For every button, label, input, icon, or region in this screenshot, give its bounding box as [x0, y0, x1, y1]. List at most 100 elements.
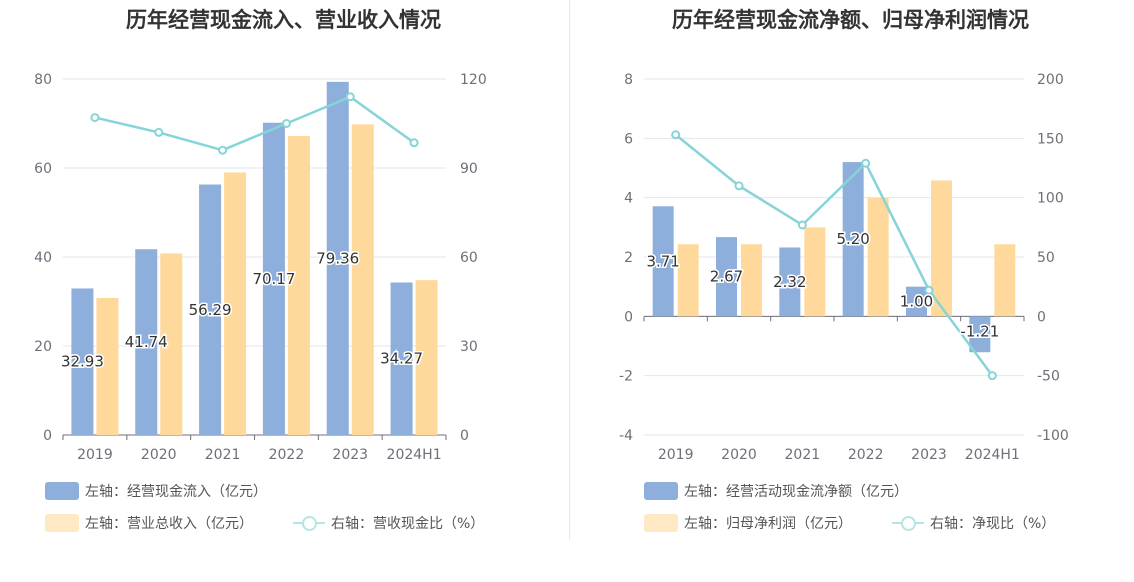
x-tick-label: 2019	[658, 447, 694, 463]
line-point	[734, 181, 744, 191]
chart-inflow-svg: 0 20 40 60 80 0 30 60 90 120 2019 2020 2021 2022 2023 2…	[34, 72, 487, 463]
bar-series-2	[994, 244, 1016, 317]
y-tick-left: -2	[619, 369, 633, 385]
bar-series-1	[842, 162, 864, 317]
y-tick-left: 4	[624, 191, 633, 207]
y-tick-left: 2	[624, 250, 633, 266]
y-tick-right: 0	[460, 428, 469, 444]
data-label: 32.93	[61, 353, 104, 371]
bar-series-2	[160, 253, 183, 435]
x-tick-label: 2024H1	[965, 447, 1020, 463]
legend-item-netflow[interactable]: 左轴：经营活动现金流净额（亿元）	[644, 481, 908, 501]
y-tick-right: -100	[1037, 428, 1069, 444]
bar-series-2	[96, 297, 119, 435]
data-label: 2.32	[773, 273, 806, 291]
data-label: 79.36	[316, 249, 359, 267]
bar-series-1	[262, 122, 285, 435]
data-label: 1.00	[900, 293, 933, 311]
bar-series-1	[652, 206, 674, 317]
x-tick-label: 2021	[205, 447, 241, 463]
y-tick-right: 100	[1037, 191, 1064, 207]
y-tick-right: 30	[460, 339, 478, 355]
line-point	[924, 285, 934, 295]
x-tick-label: 2021	[785, 447, 821, 463]
chart-title: 历年经营现金流入、营业收入情况	[126, 8, 441, 32]
legend-label: 右轴：净现比（%）	[930, 516, 1056, 532]
y-tick-right: 200	[1037, 72, 1064, 88]
data-label: 70.17	[252, 270, 295, 288]
y-tick-left: 0	[43, 428, 52, 444]
legend-item-netratio[interactable]: 右轴：净现比（%）	[892, 513, 1055, 533]
bar-series-1	[779, 247, 801, 317]
legend-swatch-orange	[45, 514, 79, 532]
legend-line-icon	[892, 514, 924, 532]
legend-label: 左轴：营业总收入（亿元）	[85, 516, 253, 532]
x-tick-label: 2024H1	[387, 447, 442, 463]
chart-panel-inflow: 历年经营现金流入、营业收入情况 0 20 40 60 80 0 30 60 90 120 2019 2…	[34, 8, 487, 533]
legend-item-revenue[interactable]: 左轴：营业总收入（亿元）	[45, 513, 253, 533]
line-point	[345, 92, 355, 102]
y-tick-right: 150	[1037, 131, 1064, 147]
bar-series-2	[867, 197, 889, 317]
line-series	[94, 95, 415, 152]
legend-label: 左轴：经营活动现金流净额（亿元）	[684, 484, 908, 500]
bar-series-1	[71, 288, 94, 435]
line-point	[90, 113, 100, 123]
legend-item-ratio[interactable]: 右轴：营收现金比（%）	[293, 513, 484, 533]
y-tick-right: -50	[1037, 369, 1060, 385]
chart-panel-netflow: 历年经营现金流净额、归母净利润情况 -4 -2 0 2 4 6 8 -100 -50 0 50 100…	[567, 0, 1134, 582]
legend-item-profit[interactable]: 左轴：归母净利润（亿元）	[644, 513, 852, 533]
bar-series-1	[969, 316, 991, 353]
bar-series-2	[741, 244, 762, 317]
panel-divider	[569, 0, 570, 540]
line-point	[154, 127, 164, 137]
chart-title: 历年经营现金流净额、归母净利润情况	[672, 8, 1029, 32]
line-series	[674, 133, 994, 377]
line-point	[671, 130, 681, 140]
x-tick-label: 2023	[911, 447, 947, 463]
bar-series-1	[906, 286, 927, 317]
bar-series-2	[415, 280, 438, 435]
y-tick-right: 120	[460, 72, 487, 88]
y-tick-left: 6	[624, 131, 633, 147]
bar-series-2	[287, 135, 310, 435]
line-point	[861, 158, 871, 168]
legend-swatch-orange	[644, 514, 678, 532]
bar-series-1	[326, 81, 349, 436]
x-tick-label: 2019	[77, 447, 113, 463]
y-tick-left: 20	[34, 339, 52, 355]
bar-series-1	[716, 237, 737, 317]
y-tick-left: 0	[624, 309, 633, 325]
line-point	[797, 220, 807, 230]
data-label: 2.67	[710, 268, 743, 286]
data-label: 34.27	[380, 350, 423, 368]
y-tick-right: 50	[1037, 250, 1055, 266]
legend-item-inflow[interactable]: 左轴：经营现金流入（亿元）	[45, 481, 267, 501]
bar-series-1	[199, 184, 222, 435]
legend-label: 左轴：归母净利润（亿元）	[684, 516, 852, 532]
data-label: 41.74	[125, 333, 168, 351]
bar-series-2	[804, 227, 826, 317]
y-tick-left: -4	[619, 428, 633, 444]
line-point	[218, 145, 228, 155]
x-tick-label: 2022	[269, 447, 305, 463]
data-label: 3.71	[646, 252, 679, 270]
legend-swatch-blue	[644, 482, 678, 500]
data-label: -1.21	[960, 322, 999, 340]
bar-series-2	[224, 172, 247, 435]
bar-series-1	[135, 249, 158, 435]
data-label: 5.20	[836, 230, 869, 248]
chart-netflow-svg: -4 -2 0 2 4 6 8 -100 -50 0 50 100 150 200 2019 2020 2021…	[619, 72, 1069, 463]
y-tick-right: 60	[460, 250, 478, 266]
y-tick-left: 40	[34, 250, 52, 266]
y-tick-left: 8	[624, 72, 633, 88]
line-point	[409, 138, 419, 148]
y-tick-left: 80	[34, 72, 52, 88]
legend-label: 右轴：营收现金比（%）	[331, 516, 485, 532]
x-tick-label: 2022	[848, 447, 884, 463]
line-point	[281, 119, 291, 128]
legend-line-icon	[293, 514, 325, 532]
legend-swatch-blue	[45, 482, 79, 500]
bar-series-2	[351, 124, 374, 435]
legend-label: 左轴：经营现金流入（亿元）	[85, 484, 267, 500]
